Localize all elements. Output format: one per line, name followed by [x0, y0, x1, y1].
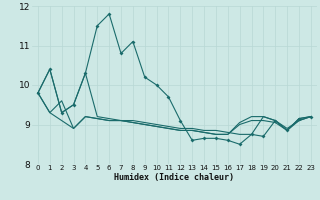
X-axis label: Humidex (Indice chaleur): Humidex (Indice chaleur) [115, 173, 234, 182]
